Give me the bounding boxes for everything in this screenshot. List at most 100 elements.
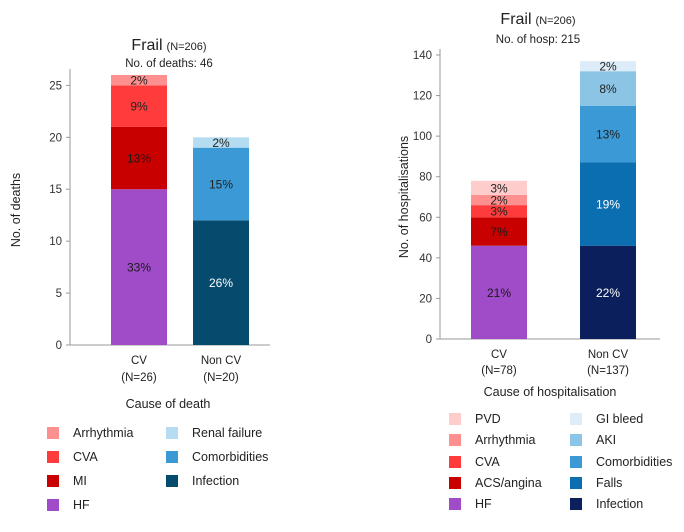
x-tick-note: (N=137) (587, 365, 629, 377)
legend-swatch (449, 434, 461, 446)
x-axis-label: Cause of death (126, 397, 211, 411)
bar-segment (471, 180, 527, 195)
data-label: 22% (596, 286, 620, 300)
x-tick-label: Non CV (588, 349, 629, 361)
data-label: 15% (209, 178, 233, 192)
legend-swatch (449, 413, 461, 425)
bar-segment (580, 245, 636, 339)
bar-segment (471, 194, 527, 206)
y-tick-label: 20 (49, 132, 62, 144)
bar-segment (193, 220, 249, 345)
y-tick-label: 10 (49, 236, 62, 248)
y-tick-label: 100 (413, 131, 432, 143)
legend-swatch (570, 434, 582, 446)
legend-swatch (47, 499, 59, 511)
x-tick-note: (N=78) (481, 365, 517, 377)
chart-1: Frail (N=206) No. of deaths: 46 0 5 10 15 20 25 N… (9, 37, 270, 512)
bar-segment (471, 205, 527, 218)
x-tick-label: CV (131, 355, 147, 367)
x-tick-label: CV (491, 349, 507, 361)
legend-label: Comorbidities (596, 455, 672, 469)
chart-2: Frail (N=206) No. of hosp: 215 0 20 40 60 80 100… (397, 11, 672, 511)
legend-swatch (449, 477, 461, 489)
bar-segment (111, 189, 167, 345)
bar-segment (111, 75, 167, 86)
bar-segment (580, 71, 636, 106)
legend-label: ACS/angina (475, 476, 542, 490)
legend-swatch (166, 475, 178, 487)
legend-swatch (166, 451, 178, 463)
y-tick-label: 25 (49, 80, 62, 92)
data-label: 9% (130, 100, 148, 114)
data-label: 2% (130, 74, 148, 88)
legend-swatch (449, 498, 461, 510)
y-tick-label: 20 (419, 293, 432, 305)
bar-segment (193, 147, 249, 221)
legend-label: MI (73, 474, 87, 488)
legend-label: Infection (596, 497, 643, 511)
data-label: 3% (490, 181, 508, 195)
y-axis-label: No. of hospitalisations (397, 136, 411, 258)
legend-swatch (570, 477, 582, 489)
data-label: 33% (127, 261, 151, 275)
chart-subtitle: No. of hosp: 215 (496, 34, 580, 46)
y-axis-label: No. of deaths (9, 173, 23, 247)
y-tick-label: 60 (419, 212, 432, 224)
x-tick-note: (N=26) (121, 372, 157, 384)
bar-segment (471, 245, 527, 339)
y-tick-label: 0 (56, 340, 62, 352)
bar-segment (580, 162, 636, 246)
legend-label: Infection (192, 474, 239, 488)
legend-swatch (47, 451, 59, 463)
bar-segment (471, 217, 527, 246)
data-label: 13% (127, 152, 151, 166)
legend-label: GI bleed (596, 412, 643, 426)
data-label: 19% (596, 198, 620, 212)
legend-label: Falls (596, 476, 622, 490)
y-tick-label: 40 (419, 253, 432, 265)
y-tick-label: 80 (419, 172, 432, 184)
legend-label: Comorbidities (192, 450, 268, 464)
data-label: 13% (596, 128, 620, 142)
legend-swatch (449, 456, 461, 468)
legend-label: HF (475, 497, 492, 511)
legend-swatch (570, 498, 582, 510)
x-axis-label: Cause of hospitalisation (484, 385, 617, 399)
legend-label: PVD (475, 412, 501, 426)
data-label: 8% (599, 82, 617, 96)
legend-swatch (166, 427, 178, 439)
legend-swatch (570, 413, 582, 425)
x-tick-note: (N=20) (203, 372, 239, 384)
legend-swatch (570, 456, 582, 468)
legend-label: HF (73, 498, 90, 512)
bar-segment (111, 85, 167, 127)
bar-segment (580, 61, 636, 72)
chart-title-note: (N=206) (536, 15, 576, 27)
bar-segment (580, 105, 636, 163)
y-tick-label: 0 (426, 334, 432, 346)
y-tick-label: 120 (413, 91, 432, 103)
data-label: 21% (487, 286, 511, 300)
legend: Arrhythmia CVA MI HF Renal failure Comorbidit… (47, 426, 268, 512)
legend-label: CVA (475, 455, 500, 469)
chart-title-note: (N=206) (167, 41, 207, 53)
y-tick-label: 140 (413, 50, 432, 62)
chart-title: Frail (N=206) (500, 11, 575, 28)
y-tick-label: 15 (49, 184, 62, 196)
legend-label: Arrhythmia (475, 433, 535, 447)
legend-label: CVA (73, 450, 98, 464)
legend: PVD Arrhythmia CVA ACS/angina HF GI bleed AKI C… (449, 412, 672, 511)
legend-label: Arrhythmia (73, 426, 133, 440)
x-tick-label: Non CV (201, 355, 242, 367)
chart-title-main: Frail (131, 37, 162, 54)
bar-segment (111, 126, 167, 190)
data-label: 2% (490, 194, 508, 208)
data-label: 2% (212, 136, 230, 150)
chart-subtitle: No. of deaths: 46 (125, 58, 213, 70)
data-label: 7% (490, 225, 508, 239)
legend-swatch (47, 427, 59, 439)
legend-label: Renal failure (192, 426, 262, 440)
legend-swatch (47, 475, 59, 487)
data-label: 26% (209, 276, 233, 290)
